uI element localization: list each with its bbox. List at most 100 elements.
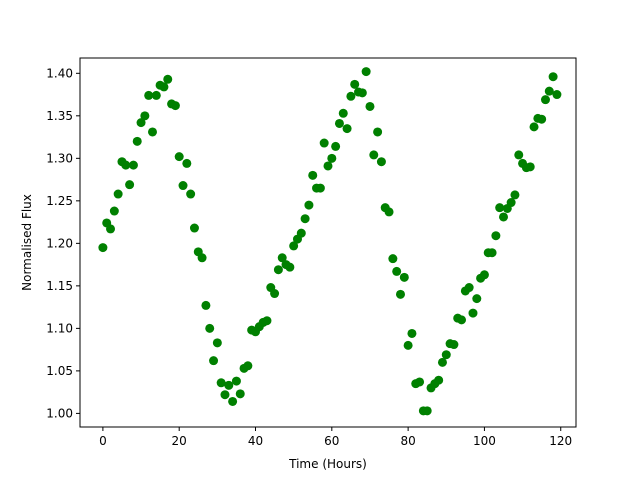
data-point <box>216 378 226 388</box>
data-point <box>319 138 329 148</box>
data-point <box>136 118 146 128</box>
data-point <box>334 118 344 128</box>
data-point <box>270 289 280 299</box>
data-point <box>514 150 524 160</box>
data-point <box>163 74 173 84</box>
y-tick-label: 1.30 <box>46 151 73 165</box>
data-point <box>468 308 478 318</box>
data-point <box>159 82 169 92</box>
data-point <box>529 122 539 132</box>
data-point <box>106 224 116 234</box>
data-point <box>300 214 310 224</box>
data-point <box>109 206 119 216</box>
x-axis-ticks: 0 20 40 60 80 100 120 <box>99 427 572 448</box>
data-point <box>449 340 459 350</box>
data-point <box>140 111 150 121</box>
data-point <box>197 253 207 263</box>
data-point <box>407 328 417 338</box>
plot-frame <box>79 57 577 428</box>
data-point <box>415 377 425 387</box>
y-axis-label: Normalised Flux <box>20 194 34 291</box>
data-point <box>346 91 356 101</box>
data-point <box>308 170 318 180</box>
y-tick-label: 1.15 <box>46 279 73 293</box>
data-point <box>437 357 447 367</box>
x-tick-label: 120 <box>549 434 572 448</box>
data-point <box>464 283 474 293</box>
data-point <box>376 157 386 167</box>
y-tick-label: 1.40 <box>46 66 73 80</box>
data-point <box>201 300 211 310</box>
data-point <box>220 390 230 400</box>
data-point <box>289 241 299 251</box>
data-point <box>186 189 196 199</box>
data-point <box>231 376 241 386</box>
y-tick-label: 1.00 <box>46 406 73 420</box>
data-point <box>315 183 325 193</box>
data-point <box>228 396 238 406</box>
data-point <box>178 181 188 191</box>
data-point <box>331 141 341 151</box>
data-point <box>285 262 295 272</box>
data-point <box>113 189 123 199</box>
data-point <box>399 272 409 282</box>
data-point <box>525 162 535 172</box>
data-point <box>243 361 253 371</box>
data-point <box>144 90 154 100</box>
data-point <box>544 86 554 96</box>
data-point <box>403 340 413 350</box>
data-point <box>121 160 131 170</box>
data-point <box>296 228 306 238</box>
data-point <box>350 79 360 89</box>
y-tick-label: 1.35 <box>46 109 73 123</box>
data-point <box>472 294 482 304</box>
x-tick-label: 60 <box>324 434 339 448</box>
data-point <box>422 406 432 416</box>
y-tick-label: 1.10 <box>46 321 73 335</box>
data-point <box>537 114 547 124</box>
x-tick-label: 80 <box>400 434 415 448</box>
x-tick-label: 20 <box>172 434 187 448</box>
y-tick-label: 1.05 <box>46 364 73 378</box>
data-point <box>262 316 272 326</box>
data-point <box>506 198 516 208</box>
data-point <box>495 203 505 213</box>
data-point <box>205 323 215 333</box>
data-point <box>327 153 337 163</box>
data-point <box>479 270 489 280</box>
data-point <box>182 158 192 168</box>
data-point <box>457 315 467 325</box>
data-point <box>304 200 314 210</box>
data-point <box>548 72 558 82</box>
data-point <box>338 108 348 118</box>
data-point <box>491 231 501 241</box>
data-point <box>224 380 234 390</box>
data-point <box>277 253 287 263</box>
data-point <box>434 375 444 385</box>
data-point <box>510 190 520 200</box>
x-tick-label: 40 <box>248 434 263 448</box>
data-point <box>125 180 135 190</box>
data-point <box>540 95 550 105</box>
data-point <box>235 389 245 399</box>
data-point <box>323 161 333 171</box>
data-point <box>388 254 398 264</box>
data-point <box>365 101 375 111</box>
data-point <box>189 223 199 233</box>
data-point <box>357 88 367 98</box>
x-axis-label: Time (Hours) <box>288 457 367 471</box>
data-point <box>361 67 371 77</box>
data-point <box>384 207 394 217</box>
data-point <box>209 356 219 366</box>
data-point <box>151 90 161 100</box>
data-point <box>98 243 108 253</box>
data-point <box>128 160 138 170</box>
x-tick-label: 100 <box>473 434 496 448</box>
y-axis-ticks: 1.00 1.05 1.10 1.15 1.20 1.25 1.30 1.35 1.40 <box>46 66 80 420</box>
data-point <box>441 350 451 360</box>
data-point <box>132 136 142 146</box>
data-point <box>369 150 379 160</box>
data-point <box>170 101 180 111</box>
data-point <box>273 265 283 275</box>
